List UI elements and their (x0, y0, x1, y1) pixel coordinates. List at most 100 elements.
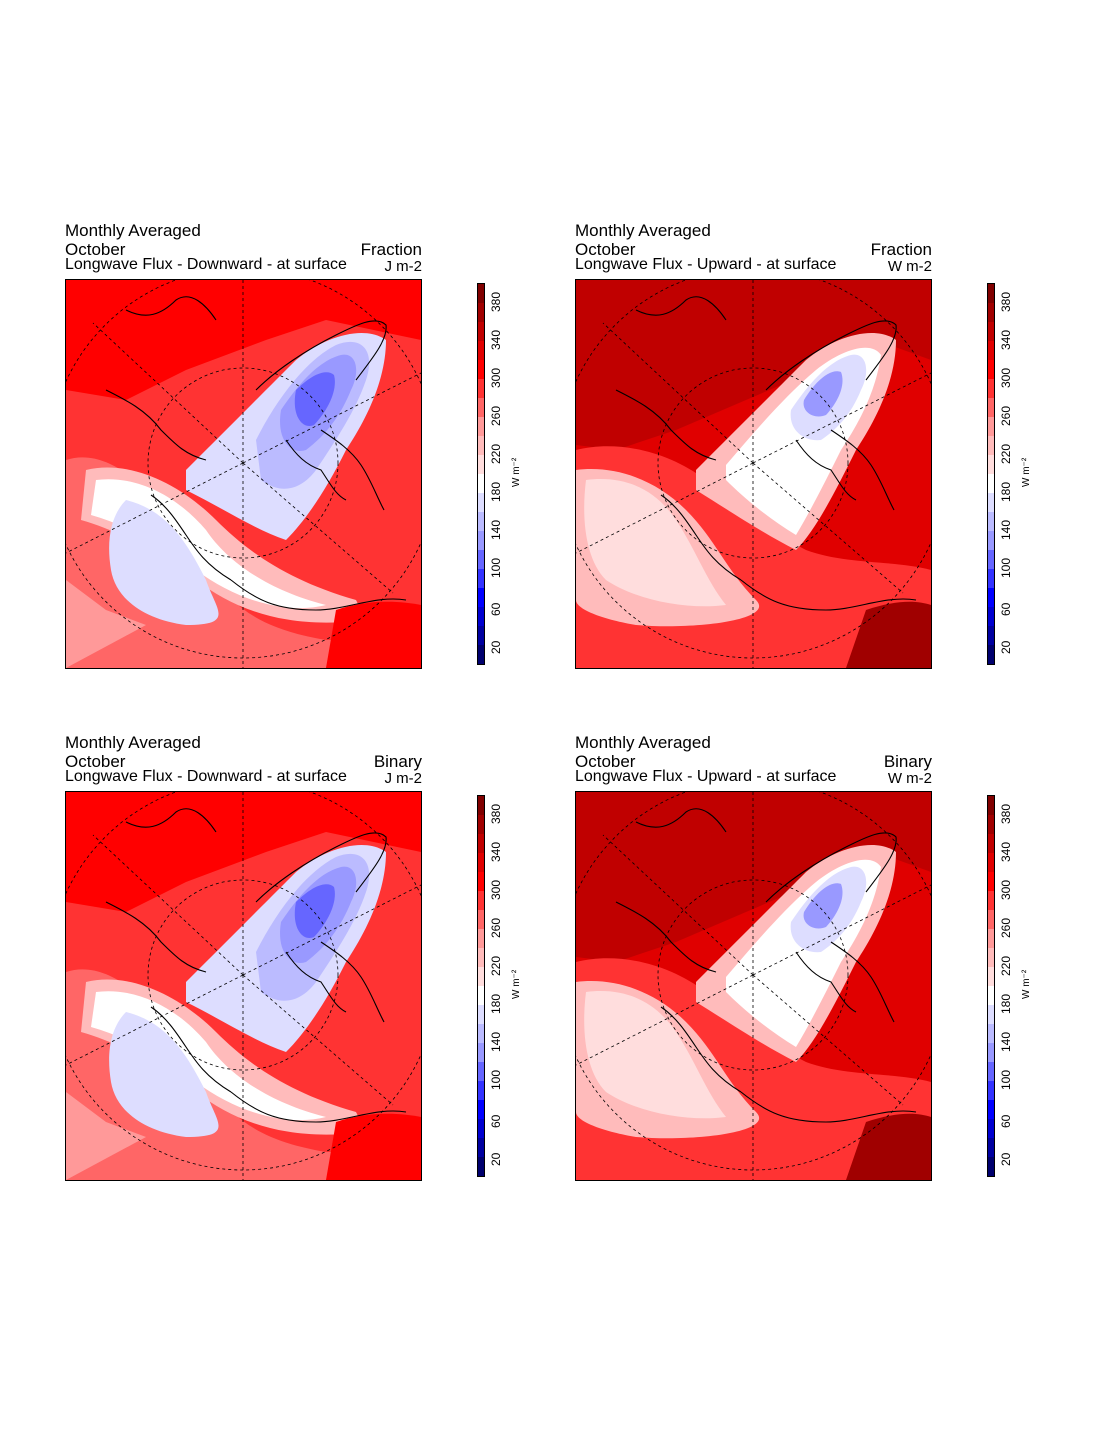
colorbar-segment (988, 815, 994, 834)
colorbar-segment (988, 474, 994, 493)
panel-variable: Longwave Flux - Downward - at surface (65, 768, 347, 785)
colorbar-segment (988, 1138, 994, 1157)
colorbar-segment (988, 550, 994, 569)
colorbar-tick-label: 100 (489, 1069, 503, 1090)
coastline (285, 439, 347, 501)
flux-contour-region (326, 1113, 421, 1180)
colorbar-segment (988, 493, 994, 512)
panel-downward-binary: Monthly Averaged October Longwave Flux -… (65, 734, 535, 1204)
colorbar-tick-label: 20 (999, 640, 1013, 654)
colorbar-segment (478, 1043, 484, 1062)
colorbar-segment (988, 379, 994, 398)
colorbar-segment (988, 455, 994, 474)
coastline (255, 320, 387, 391)
colorbar-tick-label: 180 (999, 481, 1013, 502)
coastline (830, 429, 895, 511)
colorbar-segment (478, 607, 484, 626)
colorbar-segment (478, 569, 484, 588)
colorbar-tick-label: 20 (489, 640, 503, 654)
panel-units: J m-2 (384, 258, 423, 275)
coastline (615, 901, 717, 973)
colorbar-segment (478, 853, 484, 872)
coastline (660, 494, 742, 581)
coastline (105, 389, 207, 461)
flux-contour-region (66, 280, 421, 400)
colorbar-tick-label: 180 (999, 993, 1013, 1014)
graticule-parallel (657, 367, 849, 559)
panel-month: October (65, 240, 126, 259)
flux-contour-region (803, 371, 843, 417)
panel-method: Fraction (870, 240, 932, 259)
panel-heading: Monthly Averaged (65, 733, 201, 752)
colorbar-segment (988, 967, 994, 986)
graticule-meridian (602, 322, 754, 464)
colorbar-tick-label: 20 (489, 1152, 503, 1166)
colorbar-segment (988, 796, 994, 815)
colorbar-segment (988, 512, 994, 531)
flux-contour-region (326, 601, 421, 668)
coastline (795, 439, 857, 501)
colorbar-segment (478, 872, 484, 891)
colorbar-segment (478, 910, 484, 929)
colorbar-segment (478, 1100, 484, 1119)
panel-variable: Longwave Flux - Upward - at surface (575, 768, 837, 785)
colorbar-segment (478, 1081, 484, 1100)
flux-contour-region (584, 991, 726, 1119)
coastline (660, 1006, 742, 1093)
colorbar-tick-label: 340 (489, 841, 503, 862)
colorbar-segment (478, 588, 484, 607)
colorbar-tick-label: 220 (999, 955, 1013, 976)
panel-method: Binary (373, 752, 422, 771)
colorbar (987, 795, 995, 1177)
colorbar-segment (478, 455, 484, 474)
colorbar-segment (988, 1119, 994, 1138)
colorbar-tick-label: 60 (489, 602, 503, 616)
colorbar-segment (478, 891, 484, 910)
colorbar-segment (988, 853, 994, 872)
colorbar-segment (478, 1119, 484, 1138)
coastline (830, 941, 895, 1023)
flux-contour-region (66, 792, 421, 912)
colorbar-segment (478, 626, 484, 645)
coastline (150, 1006, 232, 1093)
colorbar-units: W m⁻² (511, 969, 522, 999)
colorbar-segment (478, 379, 484, 398)
colorbar-tick-label: 260 (489, 917, 503, 938)
panel-variable: Longwave Flux - Upward - at surface (575, 256, 837, 273)
colorbar-segment (988, 322, 994, 341)
colorbar-segment (988, 1005, 994, 1024)
colorbar-segment (988, 891, 994, 910)
coastline (125, 808, 217, 833)
colorbar-segment (988, 588, 994, 607)
flux-contour-region (846, 601, 931, 668)
colorbar-tick-label: 300 (999, 367, 1013, 388)
coastline (320, 941, 385, 1023)
colorbar-tick-label: 100 (489, 557, 503, 578)
graticule-parallel (657, 879, 849, 1071)
colorbar-segment (988, 872, 994, 891)
colorbar-segment (988, 607, 994, 626)
graticule-parallel (147, 367, 339, 559)
panel-upward-binary: Monthly Averaged October Longwave Flux -… (575, 734, 1045, 1204)
colorbar-tick-label: 20 (999, 1152, 1013, 1166)
coastline (635, 296, 727, 321)
colorbar-segment (478, 796, 484, 815)
coastline (285, 951, 347, 1013)
colorbar-segment (478, 967, 484, 986)
coastline (740, 579, 917, 611)
colorbar-segment (988, 1157, 994, 1176)
flux-contour-region (576, 280, 931, 450)
coastline (740, 1091, 917, 1123)
colorbar (477, 283, 485, 665)
graticule-parallel (66, 792, 421, 1171)
colorbar-tick-label: 300 (999, 879, 1013, 900)
colorbar-tick-label: 140 (999, 1031, 1013, 1052)
colorbar-units: W m⁻² (1021, 457, 1032, 487)
colorbar-tick-label: 260 (999, 917, 1013, 938)
colorbar-segment (988, 398, 994, 417)
panel-method: Fraction (360, 240, 422, 259)
colorbar-segment (478, 834, 484, 853)
colorbar-segment (478, 474, 484, 493)
colorbar-tick-label: 220 (489, 955, 503, 976)
panel-month: October (575, 240, 636, 259)
